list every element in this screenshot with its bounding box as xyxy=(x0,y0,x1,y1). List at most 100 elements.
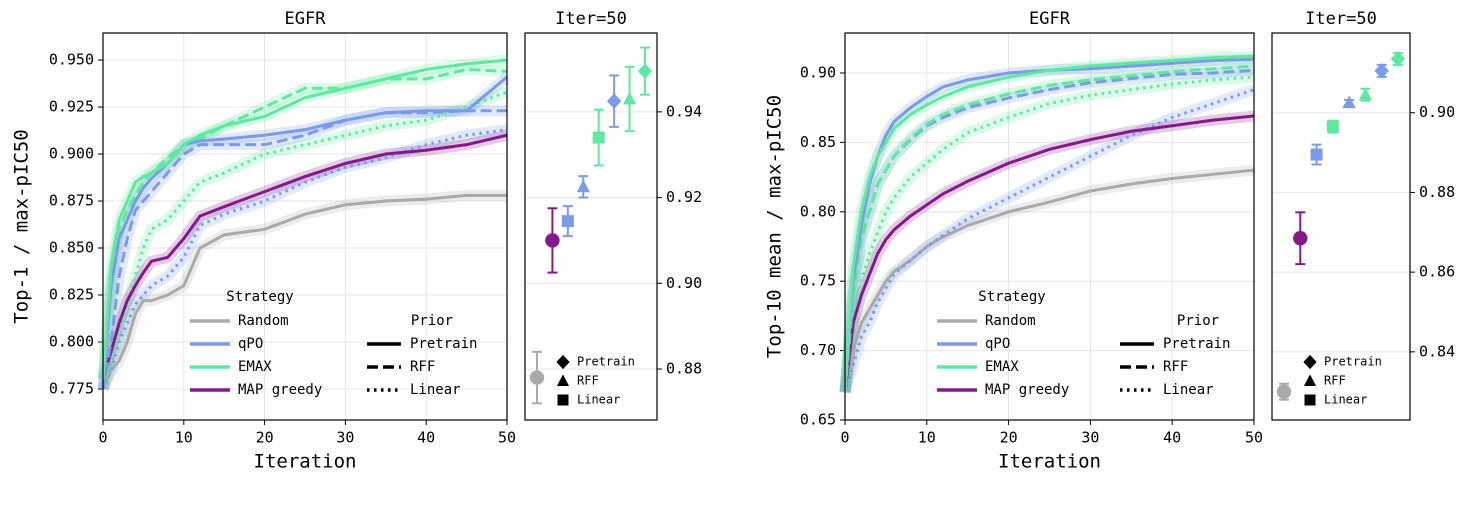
y-axis-label: Top-1 / max-pIC50 xyxy=(11,129,33,323)
x-axis-label: Iteration xyxy=(254,451,357,473)
marker xyxy=(529,370,545,385)
x-tick-label: 50 xyxy=(498,429,516,447)
legend-label: Pretrain xyxy=(1324,355,1382,369)
marker xyxy=(561,215,574,228)
x-tick-label: 30 xyxy=(336,429,354,447)
line xyxy=(843,57,1255,393)
x-tick-label: 10 xyxy=(918,429,936,447)
marker xyxy=(1342,95,1356,109)
x-tick-label: 20 xyxy=(1000,429,1018,447)
marker xyxy=(556,354,570,370)
marker xyxy=(1293,231,1308,246)
line xyxy=(843,88,1255,393)
x-tick-label: 40 xyxy=(417,429,435,447)
chart-title: Iter=50 xyxy=(1305,9,1377,29)
marker xyxy=(1310,148,1323,161)
legend-label: Random xyxy=(985,313,1036,329)
y-tick-label: 0.92 xyxy=(666,188,702,206)
legend-title: Prior xyxy=(1177,313,1219,329)
marker xyxy=(1326,120,1339,133)
marker xyxy=(592,131,605,144)
axes-frame xyxy=(844,32,1255,421)
axes-frame xyxy=(1271,32,1411,421)
x-tick-label: 40 xyxy=(1163,429,1181,447)
legend-label: Pretrain xyxy=(577,355,635,369)
x-tick-label: 0 xyxy=(840,429,849,447)
axes-frame xyxy=(102,32,508,421)
legend-label: EMAX xyxy=(238,359,272,375)
legend-label: qPO xyxy=(238,336,263,352)
legend-label: qPO xyxy=(985,336,1010,352)
marker xyxy=(1303,374,1317,386)
y-tick-label: 0.950 xyxy=(49,51,94,69)
line xyxy=(101,128,508,390)
marker xyxy=(1276,384,1292,399)
line xyxy=(101,58,508,380)
marker xyxy=(1390,51,1406,67)
y-tick-label: 0.875 xyxy=(49,192,94,210)
y-tick-label: 0.825 xyxy=(49,286,94,304)
x-tick-label: 50 xyxy=(1245,429,1263,447)
y-tick-label: 0.75 xyxy=(800,272,836,290)
y-tick-label: 0.90 xyxy=(1419,103,1455,121)
y-tick-label: 0.86 xyxy=(1419,263,1455,281)
line xyxy=(101,75,508,390)
legend-label: Linear xyxy=(1324,393,1367,407)
legend-label: Random xyxy=(238,313,289,329)
line xyxy=(101,193,507,390)
legend-label: RFF xyxy=(1163,359,1188,375)
legend-label: Pretrain xyxy=(410,336,477,352)
line xyxy=(101,133,508,381)
y-tick-label: 0.80 xyxy=(800,202,836,220)
line xyxy=(843,168,1255,393)
line xyxy=(843,114,1255,393)
legend-label: Linear xyxy=(1163,382,1214,398)
x-tick-label: 20 xyxy=(256,429,274,447)
marker xyxy=(622,91,637,105)
axes-frame xyxy=(524,32,658,421)
y-tick-label: 0.88 xyxy=(1419,183,1455,201)
marker xyxy=(1374,63,1389,79)
marker xyxy=(637,63,653,79)
x-tick-label: 30 xyxy=(1081,429,1099,447)
legend-label: RFF xyxy=(410,359,435,375)
y-tick-label: 0.800 xyxy=(49,332,94,350)
y-tick-label: 0.90 xyxy=(666,274,702,292)
line xyxy=(843,75,1255,393)
marker xyxy=(545,233,560,248)
legend-label: Linear xyxy=(577,393,620,407)
x-axis-label: Iteration xyxy=(998,451,1101,473)
legend-label: MAP greedy xyxy=(238,382,322,398)
legend-label: RFF xyxy=(1324,374,1346,388)
marker xyxy=(576,179,590,193)
x-tick-label: 0 xyxy=(98,429,107,447)
marker xyxy=(557,394,569,406)
line xyxy=(101,67,508,380)
chart-title: EGFR xyxy=(285,9,327,29)
marker xyxy=(606,93,622,109)
line xyxy=(843,64,1255,393)
legend-label: Pretrain xyxy=(1163,336,1230,352)
y-axis-label: Top-10 mean / max-pIC50 xyxy=(764,95,786,358)
marker xyxy=(1358,87,1373,101)
legend-label: MAP greedy xyxy=(985,382,1069,398)
y-tick-label: 0.65 xyxy=(800,411,836,429)
y-tick-label: 0.94 xyxy=(666,102,702,120)
legend-title: Strategy xyxy=(226,289,293,305)
legend-title: Strategy xyxy=(978,289,1045,305)
y-tick-label: 0.85 xyxy=(800,133,836,151)
chart-title: Iter=50 xyxy=(555,9,627,29)
y-tick-label: 0.70 xyxy=(800,341,836,359)
y-tick-label: 0.90 xyxy=(800,63,836,81)
x-tick-label: 10 xyxy=(175,429,193,447)
legend-label: RFF xyxy=(577,374,599,388)
marker xyxy=(1304,394,1316,406)
line-band xyxy=(97,86,509,391)
marker xyxy=(556,374,570,386)
marker xyxy=(1303,354,1317,370)
legend-title: Prior xyxy=(411,313,453,329)
legend-label: EMAX xyxy=(985,359,1019,375)
line xyxy=(843,54,1255,393)
